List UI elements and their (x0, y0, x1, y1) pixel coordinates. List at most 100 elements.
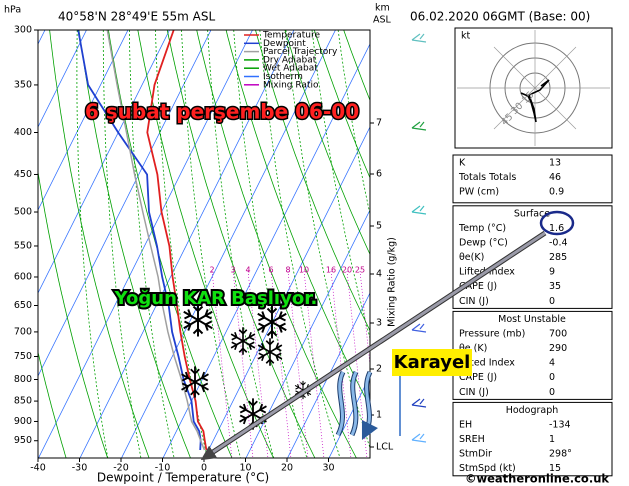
snow-note: Yoğun KAR Başlıyor. (114, 288, 318, 309)
index-value: 0 (549, 296, 555, 307)
height-tick-label: 2 (376, 364, 382, 375)
x-tick-label: -10 (155, 463, 171, 474)
index-label: EH (459, 419, 472, 430)
wet-adiabat (337, 30, 370, 217)
index-label: θe (K) (459, 343, 487, 354)
index-label: K (459, 158, 466, 169)
index-label: Totals Totals (458, 172, 516, 183)
legend-label: Dry Adiabat (263, 55, 317, 65)
height-tick-label: 7 (376, 118, 382, 129)
credit: ©weatheronline.co.uk (465, 472, 609, 486)
index-value: 13 (549, 158, 561, 169)
wind-arrows (335, 370, 370, 435)
index-label: CIN (J) (459, 387, 489, 398)
section-title: Surface (514, 208, 550, 219)
index-value: 285 (549, 252, 567, 263)
mixing-ratio-label: 6 (268, 266, 273, 275)
y-tick-label: 350 (14, 79, 32, 90)
index-value: 46 (549, 172, 561, 183)
wind-barb (411, 205, 427, 215)
table-section (452, 205, 613, 309)
dry-adiabat (313, 30, 370, 179)
mixing-ratio-title: Mixing Ratio (g/kg) (387, 237, 398, 327)
y-tick-label: 500 (14, 207, 32, 218)
dry-adiabat (196, 30, 357, 458)
x-tick-label: 0 (201, 463, 207, 474)
y-tick-label: 600 (14, 271, 32, 282)
dry-adiabat (255, 30, 370, 332)
highlight-ring (539, 210, 575, 236)
y-tick-label: 650 (14, 300, 32, 311)
x-tick-label: 10 (239, 463, 251, 474)
mixing-ratio-label: 2 (209, 266, 214, 275)
headline: 6 şubat perşembe 06-00 (85, 100, 359, 124)
index-value: 9 (549, 267, 555, 278)
x-tick-label: -20 (113, 463, 129, 474)
isotherm (38, 30, 87, 128)
index-value: 15 (549, 463, 561, 474)
dry-adiabat (225, 30, 370, 408)
y-tick-label: 550 (14, 240, 32, 251)
dry-adiabat (78, 30, 191, 458)
wet-adiabat (76, 30, 109, 458)
profile-line (106, 29, 206, 451)
isotherm (0, 30, 4, 458)
isotherm (287, 292, 370, 458)
dry-adiabat (284, 30, 370, 256)
mixing-ratio-label: 4 (245, 266, 250, 275)
wet-adiabat (102, 30, 142, 458)
legend-label: Isotherm (263, 72, 303, 82)
pointer-arrow (200, 231, 546, 461)
index-value: 290 (549, 343, 567, 354)
index-label: CAPE (J) (459, 372, 497, 383)
index-value: -0.4 (549, 237, 568, 248)
height-unit: ASL (373, 15, 392, 26)
y-tick-label: 900 (14, 416, 32, 427)
index-value: 1 (549, 434, 555, 445)
section-title: Hodograph (506, 405, 559, 416)
wet-adiabat (311, 30, 370, 340)
y-tick-label: 750 (14, 351, 32, 362)
plot: 2 3 4 6 8 10 16 20 25300350400450500550600650700… (14, 25, 427, 474)
height-tick-label: 5 (376, 221, 382, 232)
index-label: Temp (°C) (458, 223, 506, 234)
index-label: PW (cm) (459, 187, 499, 198)
location: 40°58'N 28°49'E 55m ASL (58, 10, 215, 24)
legend-label: Wet Adiabat (263, 64, 318, 74)
index-label: StmDir (459, 449, 492, 460)
y-tick-label: 700 (14, 326, 32, 337)
mixing-ratio-label: 3 (230, 266, 235, 275)
x-tick-label: 20 (281, 463, 293, 474)
dry-adiabat (38, 169, 108, 458)
index-label: CAPE (J) (459, 281, 497, 292)
isotherm (38, 30, 170, 294)
index-label: Pressure (mb) (459, 328, 525, 339)
table-section (452, 154, 613, 204)
height-tick-label: 1 (376, 410, 382, 421)
indices-table: K 13 Totals Totals 46 PW (cm) 0.9 Surface Temp … (452, 154, 613, 477)
legend-label: Mixing Ratio (263, 80, 319, 90)
wet-adiabat (207, 30, 275, 458)
table-section (452, 401, 613, 477)
hodograph (454, 27, 613, 149)
wind-note-box (392, 349, 472, 376)
index-value: 35 (549, 281, 561, 292)
y-tick-label: 800 (14, 374, 32, 385)
index-label: Lifted Index (459, 358, 515, 369)
legend-label: Dewpoint (263, 39, 306, 49)
dry-adiabat (38, 350, 67, 458)
pressure-unit: hPa (4, 5, 21, 16)
y-tick-label: 950 (14, 435, 32, 446)
wind-barb (411, 323, 427, 333)
index-value: 0 (549, 387, 555, 398)
index-label: CIN (J) (459, 296, 489, 307)
y-tick-label: 400 (14, 127, 32, 138)
profile-line (146, 29, 208, 451)
index-value: 0.9 (549, 187, 564, 198)
background-lines (0, 30, 370, 458)
isotherm (79, 30, 295, 458)
wet-adiabat (129, 30, 175, 458)
index-value: 0 (549, 372, 555, 383)
isotherm (204, 126, 370, 458)
